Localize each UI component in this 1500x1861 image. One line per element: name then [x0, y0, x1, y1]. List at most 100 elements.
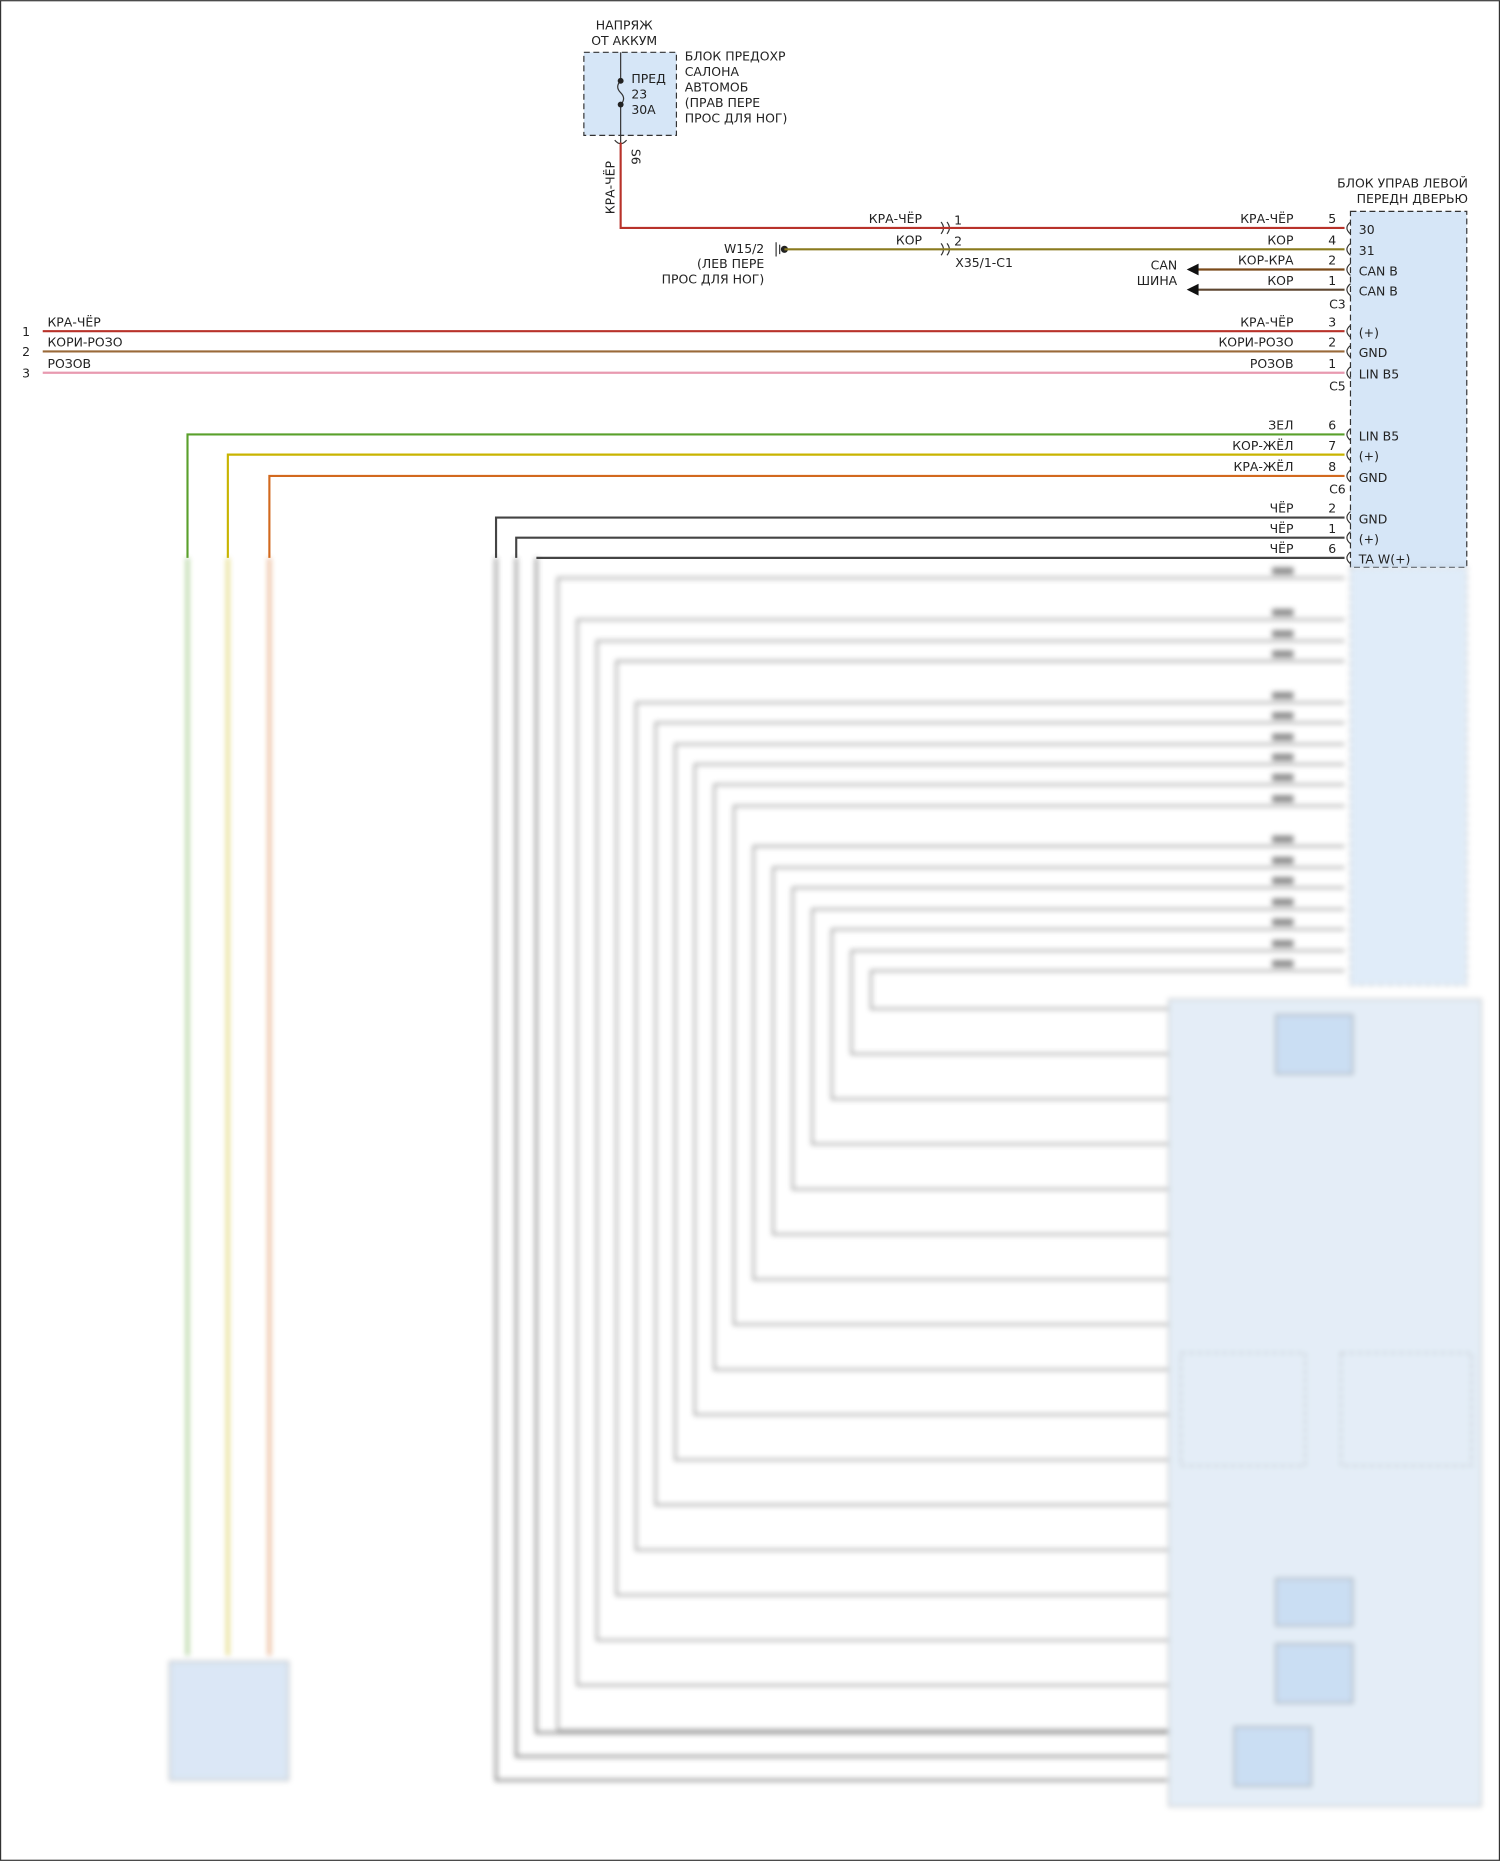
wire-label: [1272, 753, 1294, 761]
wire: [494, 557, 1169, 1782]
wire-label: ЧЁР: [1270, 501, 1294, 516]
wire-label: КОР: [1267, 273, 1294, 288]
wire-label: [1272, 856, 1294, 865]
pin-signal: 30: [1359, 222, 1375, 237]
pin-signal: (+): [1359, 325, 1379, 340]
pin-signal: (+): [1359, 532, 1379, 547]
pin-signal: LIN B5: [1359, 428, 1399, 443]
pin-number: 5: [1328, 211, 1336, 226]
connector-label: C5: [1329, 378, 1346, 393]
pin-number: 1: [1328, 273, 1336, 288]
pin-number: 2: [1328, 335, 1336, 350]
wire-label: [1272, 898, 1294, 906]
module-pin: [1346, 428, 1351, 441]
connector-label: C6: [1329, 482, 1346, 497]
fuse-block-label: САЛОНА: [685, 64, 740, 79]
wire: [494, 516, 1345, 558]
component: [1275, 1577, 1354, 1627]
wire-label: ЧЁР: [1270, 541, 1294, 556]
wire: [850, 949, 1345, 1055]
module-pin: [1346, 344, 1351, 358]
pin-number: 2: [1328, 501, 1336, 516]
wire-label: ЧЁР: [1270, 521, 1294, 536]
pin-signal: CAN B: [1359, 284, 1398, 299]
module-pin: [1346, 551, 1351, 565]
module-pin: [1346, 263, 1351, 276]
pin-signal: GND: [1359, 345, 1388, 360]
left-component: [169, 1660, 289, 1781]
wire: [226, 453, 1345, 558]
wire: [654, 721, 1345, 1506]
pin-signal: GND: [1359, 511, 1388, 526]
module-box: [1349, 210, 1468, 568]
wire-label: [1272, 733, 1294, 741]
wire-label: [1272, 630, 1294, 638]
connector-pin-label: 1: [954, 212, 962, 227]
fuse-label: 23: [631, 87, 647, 102]
wire: [713, 783, 1345, 1371]
pin-number: 1: [1328, 356, 1336, 371]
connector-label: X35/1-C1: [955, 255, 1013, 270]
module-pin: [1346, 242, 1351, 256]
wire: [870, 969, 1345, 1010]
wire: [268, 474, 1345, 558]
fuse-dot: [617, 77, 624, 84]
pin-number: 2: [1328, 253, 1336, 268]
wire-label: [1272, 650, 1294, 658]
pin-signal: GND: [1359, 470, 1388, 485]
arrow: [1186, 263, 1199, 276]
left-pin-number: 1: [22, 324, 30, 339]
wire-label: [1272, 567, 1294, 575]
wire-label: [1272, 939, 1294, 948]
wire-label: КОР: [896, 233, 923, 248]
pin-number: 1: [1328, 521, 1336, 536]
component-group: [1180, 1352, 1306, 1467]
wire: [674, 743, 1345, 1461]
wire-label: КРА-ЧЁР: [869, 211, 923, 226]
wire-label: ЗЕЛ: [1268, 418, 1293, 433]
connector-pin-label: 2: [954, 234, 962, 249]
component: [1275, 1014, 1354, 1075]
pin-signal: 31: [1359, 243, 1375, 258]
component-group: [1340, 1352, 1473, 1467]
wire-label: КОРИ-РОЗО: [1218, 335, 1293, 350]
wire: [811, 908, 1345, 1146]
wire: [515, 536, 1345, 558]
wire-label: КРА-ЧЁР: [603, 160, 618, 214]
fuse-block-label: АВТОМОБ: [685, 79, 749, 94]
pin-number: 7: [1328, 438, 1336, 453]
wire-label: КОР-КРА: [1238, 253, 1294, 268]
wire-label: [1272, 835, 1294, 843]
module-title: БЛОК УПРАВ ЛЕВОЙ: [1337, 176, 1468, 191]
splice-label: S6: [628, 149, 643, 165]
module-pin: [1346, 324, 1351, 338]
module-pin: [1346, 531, 1351, 545]
wire: [186, 433, 1345, 558]
wire-label: РОЗОВ: [1250, 356, 1294, 371]
left-pin-number: 2: [22, 344, 30, 359]
ground-label: W15/2: [724, 241, 764, 256]
fuse-block-label: (ПРАВ ПЕРЕ: [685, 95, 760, 110]
ground-label: (ЛЕВ ПЕРЕ: [697, 256, 764, 271]
wire: [556, 577, 1345, 1732]
pin-signal: CAN B: [1359, 263, 1398, 278]
pin-signal: (+): [1359, 449, 1379, 464]
wire: [535, 557, 1169, 1734]
wire: [733, 804, 1345, 1326]
wire-label: [1272, 877, 1294, 885]
module-box: [1349, 566, 1468, 986]
component: [1275, 1643, 1354, 1704]
wire: [515, 557, 1169, 1758]
pin-signal: TA W(+): [1358, 552, 1411, 567]
pin-signal: LIN B5: [1359, 367, 1399, 382]
can-label: CAN: [1151, 257, 1178, 272]
source-label: НАПРЯЖ: [596, 18, 653, 33]
module-pin: [1346, 221, 1351, 235]
wire: [830, 928, 1345, 1100]
wire: [619, 142, 1345, 230]
pin-number: 4: [1328, 233, 1336, 248]
fuse-dot: [617, 101, 624, 108]
wire: [615, 660, 1345, 1597]
wire: [752, 845, 1345, 1281]
